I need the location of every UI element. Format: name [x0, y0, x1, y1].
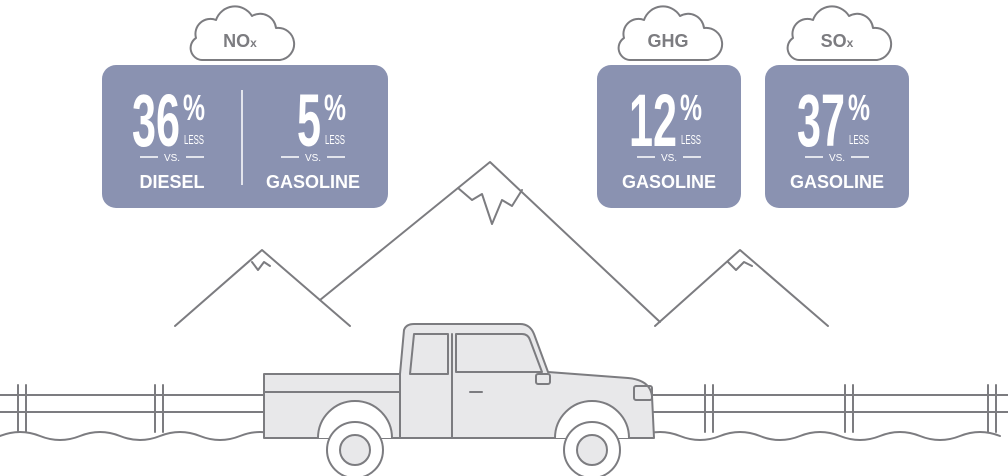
stat-value: 12	[629, 79, 677, 162]
stat-vs: VS.	[164, 153, 180, 164]
label-sub: x	[847, 36, 854, 50]
stat-against: GASOLINE	[622, 172, 716, 192]
stat-qualifier: LESS	[681, 132, 701, 147]
snow	[458, 188, 522, 224]
stat-vs: VS.	[661, 153, 677, 164]
label-text: NO	[223, 31, 250, 51]
stat-qualifier: LESS	[184, 132, 204, 147]
emission-card: GHG 12% LESS VS. GASOLINE	[597, 6, 741, 208]
label-text: GHG	[647, 31, 688, 51]
mountain	[175, 250, 350, 326]
stat-against: DIESEL	[139, 172, 204, 192]
stat-unit: %	[848, 87, 870, 128]
scenery	[0, 162, 1008, 476]
emission-card: SOx 37% LESS VS. GASOLINE	[765, 6, 909, 208]
stat-vs: VS.	[829, 153, 845, 164]
mountain	[655, 250, 828, 326]
stat-value: 37	[797, 79, 845, 162]
stat-against: GASOLINE	[266, 172, 360, 192]
emission-card: NOx 36% LESS VS. DIESEL 5% LESS VS. GASOLINE	[102, 6, 388, 208]
stat-value: 5	[297, 79, 321, 162]
label-text: SO	[821, 31, 847, 51]
stat-unit: %	[183, 87, 205, 128]
stat-unit: %	[324, 87, 346, 128]
label-sub: x	[250, 36, 257, 50]
cloud-label: GHG	[647, 31, 688, 51]
snow	[252, 262, 270, 270]
stat-against: GASOLINE	[790, 172, 884, 192]
stat-vs: VS.	[305, 153, 321, 164]
snow	[728, 262, 752, 270]
infographic: NOx36%LESSVS.DIESEL5%LESSVS.GASOLINEGHG1…	[0, 0, 1008, 476]
stat-unit: %	[680, 87, 702, 128]
truck	[264, 324, 654, 476]
stat-qualifier: LESS	[325, 132, 345, 147]
stat-value: 36	[132, 79, 180, 162]
stat-qualifier: LESS	[849, 132, 869, 147]
